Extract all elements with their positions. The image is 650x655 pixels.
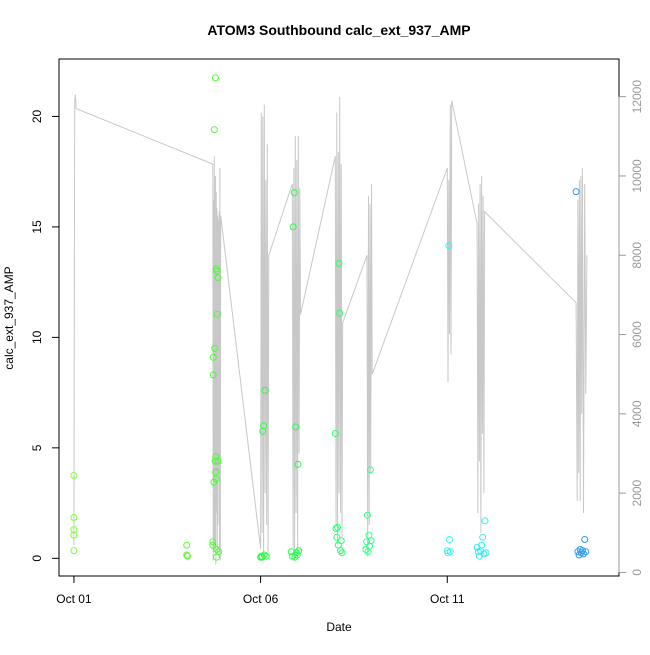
scatter-point: [183, 551, 191, 559]
scatter-points-layer: [70, 74, 590, 561]
scatter-point: [295, 547, 303, 555]
scatter-point: [338, 549, 346, 557]
scatter-point: [446, 536, 453, 543]
scatter-point: [213, 267, 221, 275]
y2-tick-label: 2000: [630, 479, 644, 506]
y2-tick-label: 0: [630, 569, 644, 576]
scatter-point: [367, 537, 375, 545]
scatter-point: [289, 223, 297, 231]
scatter-point: [183, 552, 191, 560]
y-tick-label: 10: [30, 330, 44, 344]
scatter-point: [293, 551, 301, 559]
scatter-point: [258, 553, 266, 561]
scatter-point: [211, 74, 219, 82]
scatter-point: [291, 553, 299, 561]
scatter-point: [261, 386, 269, 394]
y-axis-label: calc_ext_937_AMP: [2, 266, 16, 369]
scatter-point: [214, 457, 222, 465]
scatter-point: [572, 188, 580, 196]
scatter-point: [70, 514, 78, 521]
scatter-point: [336, 309, 344, 317]
scatter-point: [333, 533, 341, 541]
scatter-point: [335, 259, 343, 267]
scatter-point: [183, 541, 191, 549]
scatter-point: [209, 353, 217, 361]
scatter-point: [482, 549, 490, 557]
scatter-point: [213, 310, 221, 318]
scatter-point: [214, 274, 222, 282]
scatter-point: [212, 475, 220, 483]
scatter-point: [215, 548, 223, 556]
y-tick-label: 20: [30, 109, 44, 123]
scatter-point: [260, 422, 268, 430]
scatter-point: [262, 552, 270, 560]
scatter-point: [70, 531, 78, 539]
scatter-point: [334, 523, 341, 531]
scatter-point: [446, 548, 454, 556]
chart-title: ATOM3 Southbound calc_ext_937_AMP: [207, 22, 470, 38]
scatter-point: [363, 511, 371, 519]
scatter-point: [478, 541, 486, 549]
scatter-point: [210, 126, 218, 134]
y2-tick-label: 12000: [630, 80, 644, 114]
y2-tick-label: 10000: [630, 159, 644, 193]
scatter-point: [212, 453, 220, 461]
scatter-point: [212, 468, 220, 476]
y-tick-label: 15: [30, 220, 44, 234]
scatter-point: [290, 189, 298, 197]
y-tick-label: 5: [30, 444, 44, 451]
scatter-point: [70, 547, 78, 555]
x-tick-label: Oct 11: [430, 592, 465, 606]
x-tick-label: Oct 06: [243, 592, 279, 606]
scatter-point: [211, 344, 219, 352]
x-tick-label: Oct 01: [56, 592, 92, 606]
scatter-point: [481, 517, 489, 525]
y2-tick-label: 4000: [630, 400, 644, 427]
scatter-point: [70, 472, 78, 479]
scatter-point: [582, 548, 590, 556]
scatter-point: [332, 525, 340, 532]
x-axis-label: Date: [326, 620, 352, 634]
scatter-point: [211, 457, 219, 465]
y2-tick-label: 6000: [630, 321, 644, 348]
scatter-point: [445, 242, 453, 250]
scatter-point: [209, 371, 217, 379]
scatter-point: [292, 423, 300, 431]
scatter-point: [337, 537, 345, 545]
scatter-point: [331, 430, 339, 437]
scatter-point: [578, 547, 586, 555]
scatter-point: [477, 547, 484, 555]
line-series-layer: [73, 94, 588, 565]
scatter-point: [209, 538, 217, 546]
scatter-point: [479, 533, 487, 541]
scatter-point: [287, 548, 295, 556]
scatter-point: [294, 460, 302, 468]
axes-layer: Oct 01 Oct 06 Oct 11 0 5 10 15 20 0 2000 4000 6000 8…: [30, 80, 644, 606]
scatter-point: [209, 541, 217, 549]
scatter-point: [581, 536, 589, 543]
scatter-point: [257, 552, 265, 560]
line-series: [73, 94, 588, 565]
scatter-point: [580, 550, 587, 558]
scatter-point: [366, 466, 374, 474]
scatter-point: [213, 546, 220, 553]
y-tick-label: 0: [30, 555, 44, 562]
y2-tick-label: 8000: [630, 242, 644, 269]
